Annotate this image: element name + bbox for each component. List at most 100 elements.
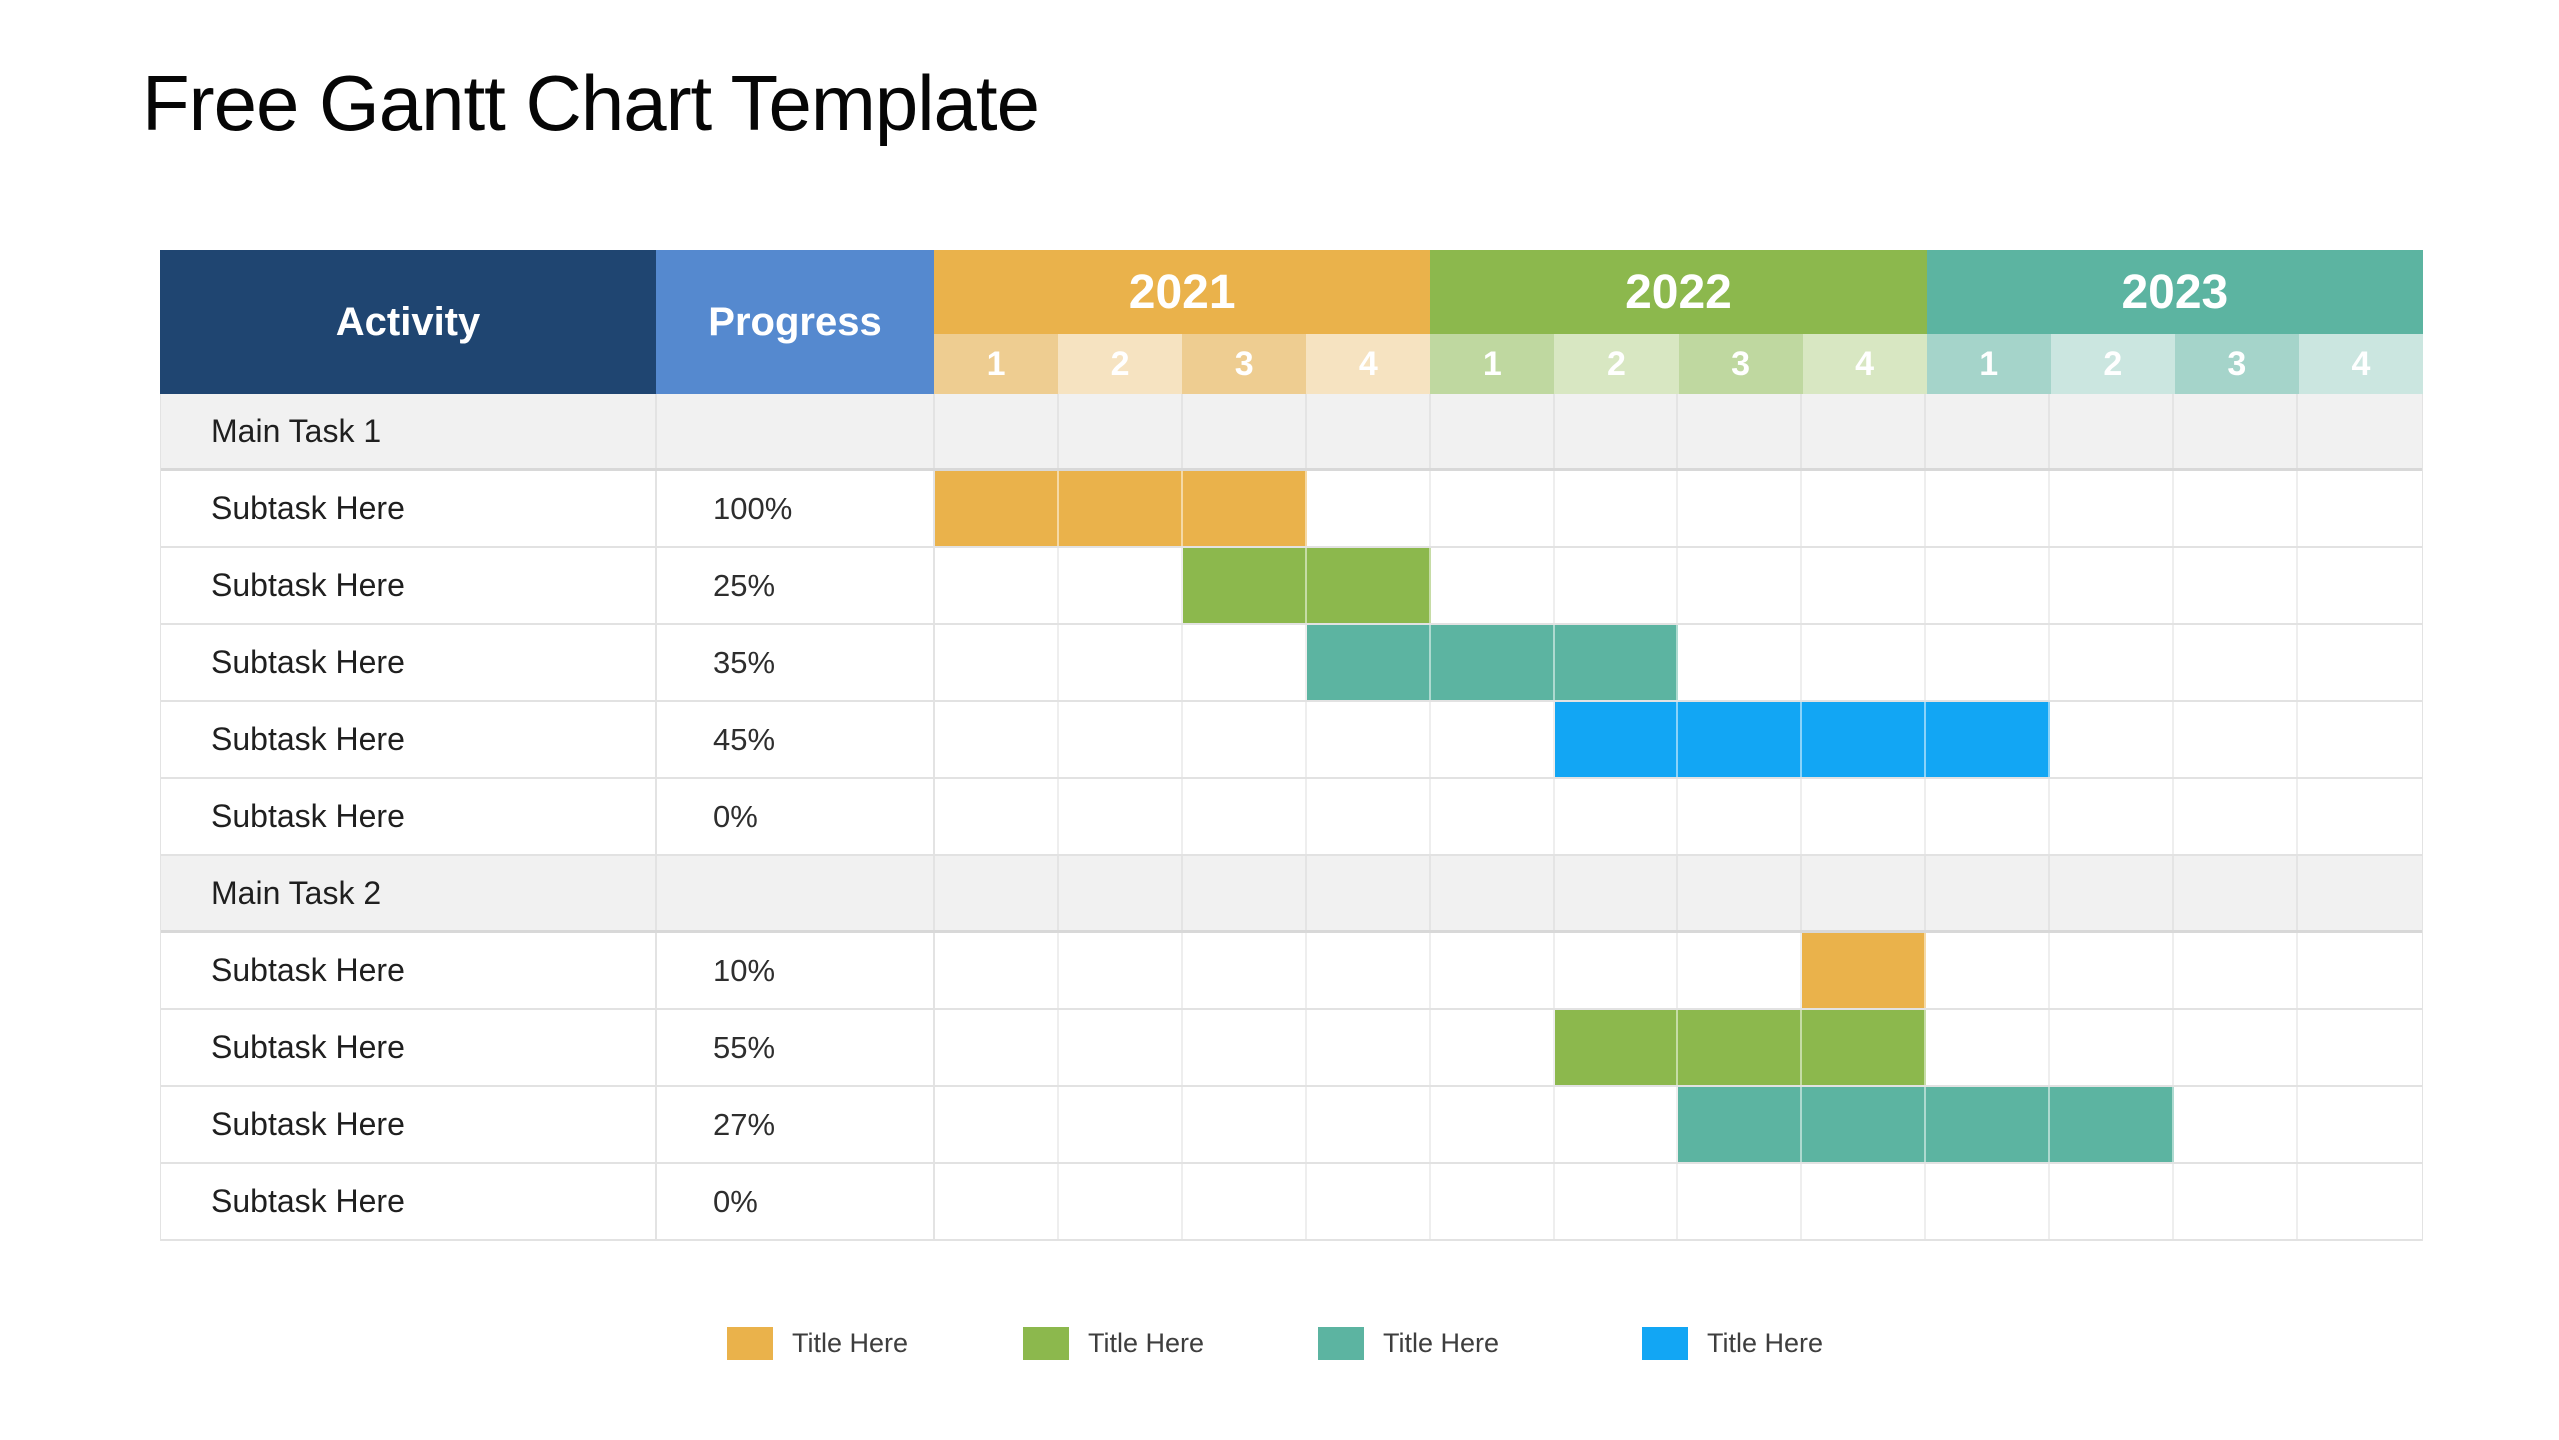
timeline-cell [1802,548,1927,623]
timeline-cell [2298,471,2422,546]
timeline-cell [2050,779,2175,854]
task-name: Subtask Here [161,1164,657,1239]
timeline-cell [1926,933,2051,1008]
timeline-cell [2298,779,2422,854]
timeline-cell [935,779,1059,854]
timeline-cell [1431,1010,1555,1085]
gantt-bar-cell [1554,702,1679,777]
subtask-row: Subtask Here 27% [161,1087,2422,1164]
timeline-cell [1307,933,1431,1008]
timeline-cell [2050,856,2175,930]
timeline-cell [1678,933,1803,1008]
timeline-cell [2174,471,2299,546]
timeline-cell [1802,625,1927,700]
timeline-cell [1678,779,1803,854]
timeline-cell [1802,471,1927,546]
gantt-bar-cell [1802,1087,1927,1162]
task-name: Subtask Here [161,1010,657,1085]
legend-label: Title Here [792,1327,909,1358]
task-name: Subtask Here [161,933,657,1008]
gantt-bar-cell [1306,625,1431,700]
gantt-bar-cell [1306,548,1431,623]
timeline-cell [1802,856,1927,930]
timeline-cell [2174,702,2299,777]
legend-label: Title Here [1707,1327,1824,1358]
gantt-bar-cell [935,471,1059,546]
timeline-cell [2174,1087,2299,1162]
legend-item-2: Title Here [1023,1322,1204,1364]
gantt-bar-cell [1182,548,1307,623]
gantt-bar-cell [1678,1087,1803,1162]
gantt-bar-cell [1802,702,1927,777]
timeline-cell [1555,1164,1679,1239]
gantt-bar-cell [1802,933,1927,1008]
column-header-activity: Activity [160,250,656,394]
timeline-cell [1307,779,1431,854]
task-name: Subtask Here [161,779,657,854]
gantt-bar-cell [1678,1010,1803,1085]
timeline-cell [1926,856,2051,930]
timeline-cell [1059,702,1183,777]
progress-value: 55% [657,1010,935,1085]
quarter-header-2023-q4: 4 [2298,334,2423,394]
gantt-bar-cell [1430,625,1555,700]
timeline-cell [1183,394,1307,468]
timeline-cell [935,702,1059,777]
timeline-cell [2174,1164,2299,1239]
timeline-cell [1678,548,1803,623]
task-name: Main Task 1 [161,394,657,468]
timeline-cell [1555,1087,1679,1162]
quarter-header-2023-q3: 3 [2174,334,2299,394]
timeline-cell [1431,1164,1555,1239]
year-header-2021: 2021 [934,250,1431,334]
subtask-row: Subtask Here 35% [161,625,2422,702]
timeline-cell [1183,856,1307,930]
gantt-header: Activity Progress 2021 1 2 3 4 2022 1 2 3 4 2023 1 2… [160,250,2423,394]
timeline-cell [1059,1010,1183,1085]
timeline-cell [2050,548,2175,623]
timeline-cell [1802,394,1927,468]
main-task-row: Main Task 2 [161,856,2422,933]
legend-swatch-2 [1023,1326,1069,1360]
timeline-cell [2050,1010,2175,1085]
timeline-cell [1059,779,1183,854]
timeline-cell [2050,394,2175,468]
timeline-cell [1555,933,1679,1008]
quarter-header-2021-q2: 2 [1058,334,1183,394]
progress-value: 45% [657,702,935,777]
timeline-cell [1183,702,1307,777]
timeline-cell [2298,394,2422,468]
timeline-cell [935,394,1059,468]
gantt-bar-cell [1926,1087,2051,1162]
timeline-cell [1307,394,1431,468]
progress-value [657,394,935,468]
timeline-cell [1307,1010,1431,1085]
timeline-cell [1183,625,1307,700]
timeline-cell [1431,856,1555,930]
timeline-cell [2298,625,2422,700]
task-name: Subtask Here [161,625,657,700]
timeline-cell [1183,933,1307,1008]
timeline-cell [1059,1087,1183,1162]
gantt-bar-cell [2050,1087,2175,1162]
quarter-header-2021-q4: 4 [1306,334,1431,394]
progress-value: 0% [657,779,935,854]
timeline-cell [2174,625,2299,700]
timeline-cell [1555,471,1679,546]
legend-swatch-1 [727,1326,773,1360]
gantt-bar-cell [1554,1010,1679,1085]
legend-swatch-3 [1318,1326,1364,1360]
timeline-cell [1555,394,1679,468]
timeline-cell [1307,702,1431,777]
timeline-cell [935,548,1059,623]
timeline-cell [2174,394,2299,468]
progress-value [657,856,935,930]
timeline-cell [1555,548,1679,623]
timeline-cell [1059,394,1183,468]
timeline-cell [1183,779,1307,854]
timeline-cell [2050,625,2175,700]
timeline-cell [1059,933,1183,1008]
gantt-body: Main Task 1 Subtask Here 100% Subtask Here 2… [160,394,2423,1241]
timeline-cell [935,933,1059,1008]
task-name: Main Task 2 [161,856,657,930]
